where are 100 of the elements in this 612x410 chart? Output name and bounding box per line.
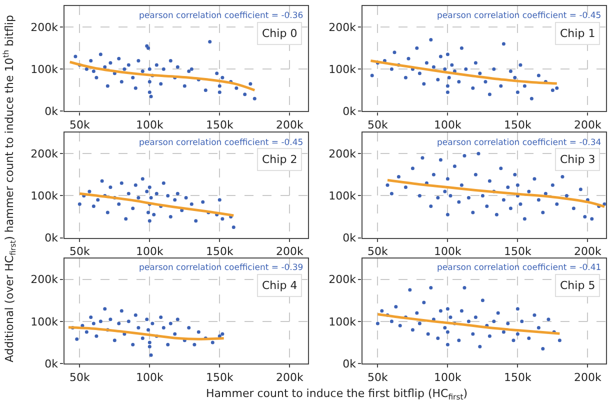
x-tick-label: 50k [69, 118, 90, 132]
y-tick-label: 0k [342, 357, 357, 370]
point [436, 196, 440, 200]
line-series [78, 192, 235, 217]
point [84, 67, 88, 71]
point [420, 156, 424, 160]
point [120, 80, 124, 84]
point [457, 80, 461, 84]
point [446, 330, 450, 334]
point [173, 198, 177, 202]
point [392, 50, 396, 54]
y-tick-label: 100k [30, 315, 59, 328]
point [572, 206, 576, 210]
point [446, 177, 450, 181]
y-tick-label: 200k [328, 273, 357, 286]
y-tick-label: 200k [30, 20, 59, 34]
point [516, 90, 520, 94]
point [218, 90, 222, 94]
point [117, 202, 121, 206]
point [502, 42, 506, 46]
line-series [369, 59, 558, 85]
point [410, 328, 414, 332]
x-tick-label: 200k [574, 370, 602, 384]
point [162, 67, 166, 71]
point [424, 61, 428, 65]
point [190, 202, 194, 206]
point [436, 78, 440, 82]
point [131, 342, 135, 346]
point [187, 70, 191, 74]
point [140, 70, 144, 74]
point [112, 338, 116, 342]
point [162, 326, 166, 330]
point [117, 322, 121, 326]
point [422, 300, 426, 304]
y-tick-label: 200k [30, 147, 59, 160]
point [457, 200, 461, 204]
annotation: Chip 2 [262, 153, 298, 166]
point [404, 76, 408, 80]
point [89, 58, 93, 62]
point [522, 84, 526, 88]
point [560, 175, 564, 179]
point [159, 82, 163, 86]
point [536, 198, 540, 202]
point [492, 320, 496, 324]
x-tick-label: 100k [136, 370, 164, 384]
point [176, 65, 180, 69]
point [173, 332, 177, 336]
point [150, 322, 154, 326]
x-tick-label: 150k [504, 370, 532, 384]
point [466, 196, 470, 200]
x-tick-label: 200k [276, 370, 304, 384]
point [394, 304, 398, 308]
point [446, 52, 450, 56]
point [176, 192, 180, 196]
point [126, 192, 130, 196]
point [462, 154, 466, 158]
point [148, 219, 152, 223]
point [89, 315, 93, 319]
y-tick-label: 100k [328, 190, 357, 203]
annotation: pearson correlation coefficient = -0.36 [139, 11, 304, 21]
annotation: pearson correlation coefficient = -0.45 [437, 11, 602, 21]
point [201, 200, 205, 204]
point [404, 186, 408, 190]
y-tick-label: 100k [328, 315, 357, 328]
point [108, 318, 112, 322]
point [140, 336, 144, 340]
point [432, 65, 436, 69]
point [484, 80, 488, 84]
point [478, 344, 482, 348]
point [380, 309, 384, 313]
point [558, 338, 562, 342]
point [415, 46, 419, 50]
point [527, 336, 531, 340]
point [103, 65, 107, 69]
point [499, 84, 503, 88]
x-tick-label: 50k [69, 245, 90, 258]
point [74, 54, 78, 58]
point [196, 330, 200, 334]
point [92, 204, 96, 208]
point [406, 56, 410, 60]
point [106, 210, 110, 214]
y-tick-label: 100k [30, 63, 59, 76]
point [182, 84, 186, 88]
point [583, 214, 587, 218]
point [134, 313, 138, 317]
point [488, 179, 492, 183]
x-tick-label: 150k [504, 118, 532, 132]
point [460, 46, 464, 50]
point [148, 344, 152, 348]
point [480, 194, 484, 198]
point [220, 332, 224, 336]
point [418, 194, 422, 198]
annotation: pearson correlation coefficient = -0.34 [437, 138, 602, 148]
point [234, 86, 238, 90]
point [190, 67, 194, 71]
y-tick-label: 100k [30, 190, 59, 203]
point [134, 86, 138, 90]
point [108, 61, 112, 65]
annotation: pearson correlation coefficient = -0.45 [139, 138, 304, 148]
point [408, 288, 412, 292]
